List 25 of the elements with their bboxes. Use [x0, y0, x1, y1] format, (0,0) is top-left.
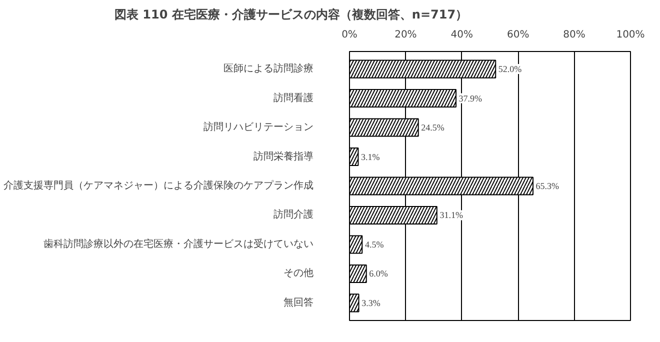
chart-title: 図表 110 在宅医療・介護サービスの内容（複数回答、n=717） — [114, 8, 468, 22]
data-label: 65.3% — [536, 181, 560, 191]
x-tick-label: 60% — [506, 30, 530, 40]
y-tick-label: 医師による訪問診療 — [224, 62, 314, 75]
y-tick-label: 訪問看護 — [274, 92, 314, 104]
data-label: 3.3% — [362, 298, 381, 308]
x-tick-label: 100% — [616, 30, 645, 40]
y-tick-label: 無回答 — [284, 296, 314, 308]
data-label: 37.9% — [458, 93, 483, 104]
x-tick-label: 20% — [394, 30, 417, 40]
data-label: 6.0% — [369, 268, 388, 279]
y-tick-label: 歯科訪問診療以外の在宅医療・介護サービスは受けていない — [44, 238, 314, 250]
data-label: 52.0% — [498, 64, 522, 74]
data-label: 24.5% — [421, 122, 445, 133]
x-tick-label: 80% — [563, 30, 586, 40]
x-tick-label: 40% — [450, 30, 474, 40]
data-label: 4.5% — [364, 239, 384, 250]
y-tick-label: 訪問介護 — [274, 208, 314, 221]
y-tick-label: 介護支援専門員（ケアマネジャー）による介護保険のケアプラン作成 — [4, 180, 314, 192]
x-tick-label: 0% — [342, 30, 358, 40]
y-tick-label: その他 — [284, 267, 314, 280]
data-label: 3.1% — [361, 152, 380, 162]
y-tick-label: 訪問リハビリテーション — [204, 121, 314, 134]
data-label: 31.1% — [440, 210, 464, 220]
y-tick-label: 訪問栄養指導 — [254, 150, 314, 162]
